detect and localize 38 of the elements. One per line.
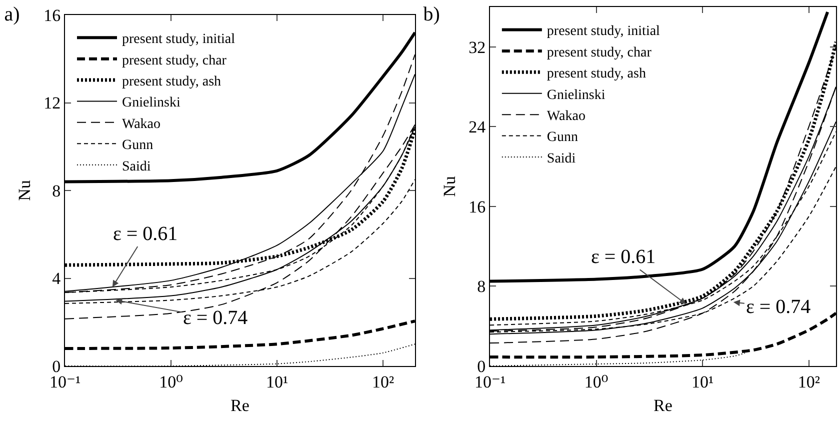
- y-tick-label: 12: [44, 94, 61, 113]
- legend-label: Gnielinski: [122, 96, 180, 111]
- x-tick-label: 10²: [372, 372, 394, 392]
- chart-title: a): [4, 3, 20, 26]
- x-tick-label: 10¹: [266, 372, 288, 392]
- legend-label: present study, initial: [546, 24, 660, 40]
- y-tick-label: 8: [52, 181, 61, 200]
- y-tick-label: 24: [468, 118, 486, 137]
- x-axis-title: Re: [230, 396, 250, 415]
- y-axis-title: Nu: [15, 180, 34, 201]
- legend-label: present study, char: [122, 53, 227, 68]
- legend-label: present study, initial: [122, 32, 236, 48]
- legend-label: Wakao: [546, 109, 586, 124]
- annotation: ε = 0.61: [591, 246, 656, 268]
- x-tick-label: 10⁰: [159, 372, 184, 392]
- legend-label: present study, char: [546, 45, 652, 60]
- y-tick-label: 4: [52, 269, 62, 288]
- y-axis-title: Nu: [440, 176, 460, 197]
- annotation: ε = 0.74: [183, 307, 248, 329]
- y-tick-label: 32: [468, 38, 486, 57]
- y-tick-label: 16: [468, 197, 486, 216]
- legend-label: Saidi: [122, 159, 151, 174]
- annotation: ε = 0.61: [113, 223, 178, 245]
- legend-label: Gnielinski: [546, 88, 606, 103]
- x-tick-label: 10⁰: [584, 372, 608, 392]
- x-tick-label: 10¹: [692, 372, 714, 392]
- chart-title: b): [423, 3, 440, 26]
- legend-label: Gunn: [546, 130, 578, 146]
- y-tick-label: 8: [477, 277, 486, 296]
- legend-label: Gunn: [122, 138, 154, 154]
- legend-label: Wakao: [122, 116, 161, 132]
- legend-label: Saidi: [546, 151, 576, 166]
- x-tick-label: 10²: [798, 372, 820, 392]
- annotation: ε = 0.74: [746, 296, 811, 318]
- legend-label: present study, ash: [546, 66, 646, 82]
- legend-label: present study, ash: [122, 74, 222, 90]
- y-tick-label: 16: [44, 6, 61, 25]
- x-axis-title: Re: [654, 396, 672, 415]
